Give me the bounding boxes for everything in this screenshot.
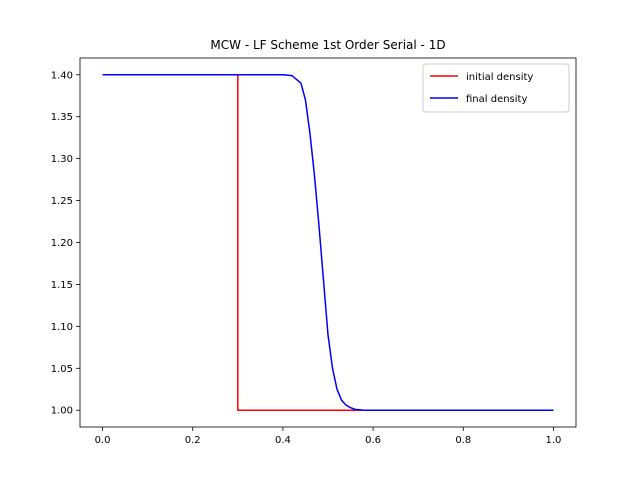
plot-area: 0.0 0.2 0.4 0.6 0.8 1.0 1.00 1.05 1.10 1.15 1.20 1.…: [51, 57, 577, 446]
y-tick-label: 1.05: [51, 364, 73, 375]
legend-label: initial density: [466, 72, 533, 83]
x-tick-label: 1.0: [546, 435, 562, 446]
y-tick-label: 1.25: [51, 196, 73, 207]
y-tick-label: 1.35: [51, 112, 73, 123]
y-tick-label: 1.30: [51, 154, 73, 165]
x-tick-label: 0.2: [185, 435, 201, 446]
y-tick-label: 1.40: [51, 70, 73, 81]
x-tick-label: 0.0: [95, 435, 111, 446]
y-tick-label: 1.10: [51, 322, 73, 333]
y-tick-label: 1.20: [51, 238, 73, 249]
x-tick-label: 0.6: [365, 435, 381, 446]
y-tick-label: 1.15: [51, 280, 73, 291]
x-tick-label: 0.4: [275, 435, 291, 446]
legend-label: final density: [466, 94, 527, 105]
chart-title: MCW - LF Scheme 1st Order Serial - 1D: [210, 38, 445, 52]
y-tick-label: 1.00: [51, 406, 73, 417]
x-tick-label: 0.8: [455, 435, 471, 446]
series-line-final-density: [102, 74, 554, 411]
legend-box: [422, 63, 570, 113]
